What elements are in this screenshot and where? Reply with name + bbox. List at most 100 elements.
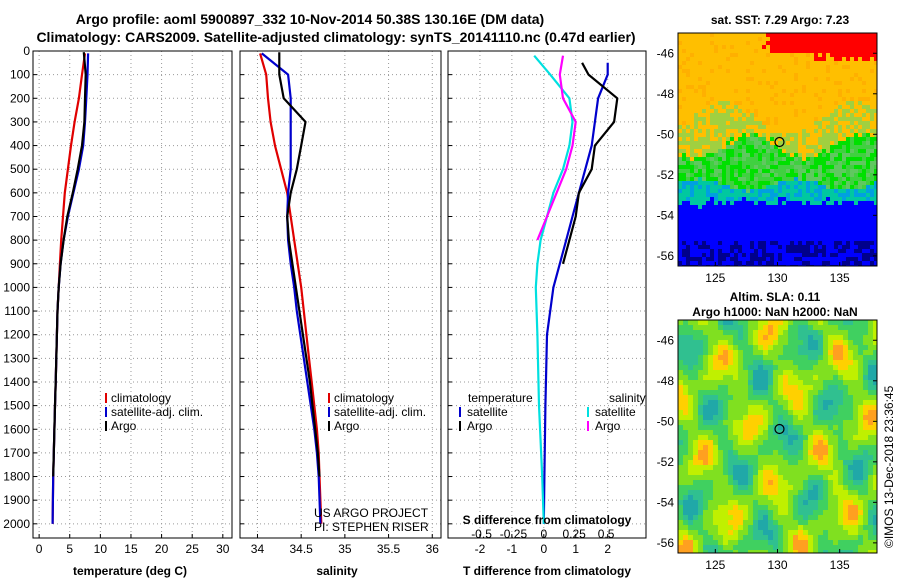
map-cell xyxy=(738,249,743,254)
project-annotation: US ARGO PROJECT xyxy=(314,506,429,520)
map-cell xyxy=(786,49,791,54)
map-cell xyxy=(863,375,869,381)
map-cell xyxy=(846,37,851,42)
map-cell xyxy=(698,185,703,190)
map-cell xyxy=(790,109,795,114)
map-cell xyxy=(794,37,799,42)
map-cell xyxy=(754,45,759,50)
map-cell xyxy=(774,185,779,190)
map-cell xyxy=(838,455,844,461)
map-cell xyxy=(806,69,811,74)
map-cell xyxy=(726,253,731,258)
map-cell xyxy=(710,229,715,234)
map-cell xyxy=(863,390,869,396)
map-cell xyxy=(698,390,704,396)
map-cell xyxy=(774,117,779,122)
map-cell xyxy=(810,101,815,106)
map-cell xyxy=(746,213,751,218)
map-cell xyxy=(850,213,855,218)
map-cell xyxy=(733,545,739,551)
map-cell xyxy=(866,245,871,250)
map-cell xyxy=(858,510,864,516)
map-cells xyxy=(678,33,877,266)
map-cell xyxy=(690,109,695,114)
map-cell xyxy=(798,69,803,74)
map-cell xyxy=(734,197,739,202)
map-cell xyxy=(722,49,727,54)
map-cell xyxy=(862,253,867,258)
map-cell xyxy=(683,535,689,541)
map-cell xyxy=(823,345,829,351)
map-cell xyxy=(790,181,795,186)
map-cell xyxy=(694,201,699,206)
map-cell xyxy=(710,113,715,118)
map-cell xyxy=(706,93,711,98)
map-cell xyxy=(798,53,803,58)
map-cell xyxy=(763,430,769,436)
map-cell xyxy=(683,525,689,531)
map-cell xyxy=(738,440,744,446)
map-cell xyxy=(778,201,783,206)
map-cell xyxy=(762,225,767,230)
map-cell xyxy=(690,69,695,74)
map-cell xyxy=(733,520,739,526)
map-cell xyxy=(786,41,791,46)
map-cell xyxy=(874,153,877,158)
map-cell xyxy=(802,117,807,122)
plot-area xyxy=(448,51,646,538)
map-cell xyxy=(838,105,843,110)
map-cell xyxy=(762,61,767,66)
map-cell xyxy=(726,213,731,218)
map-cell xyxy=(750,193,755,198)
map-cell xyxy=(682,217,687,222)
map-cell xyxy=(690,45,695,50)
map-cell xyxy=(713,460,719,466)
map-cell xyxy=(830,173,835,178)
map-cell xyxy=(798,217,803,222)
map-cell xyxy=(718,440,724,446)
map-cell xyxy=(678,137,683,142)
map-cell xyxy=(758,450,764,456)
map-cell xyxy=(714,113,719,118)
map-cell xyxy=(822,221,827,226)
map-cell xyxy=(790,197,795,202)
map-cell xyxy=(823,425,829,431)
map-cell xyxy=(702,249,707,254)
map-cell xyxy=(783,340,789,346)
map-cell xyxy=(846,121,851,126)
map-cell xyxy=(762,209,767,214)
map-cell xyxy=(806,177,811,182)
map-cell xyxy=(728,495,734,501)
map-cell xyxy=(830,193,835,198)
map-cell xyxy=(694,113,699,118)
map-cell xyxy=(682,201,687,206)
map-cell xyxy=(822,245,827,250)
map-cell xyxy=(706,185,711,190)
map-cell xyxy=(813,545,819,551)
map-cell xyxy=(733,480,739,486)
map-cell xyxy=(774,225,779,230)
map-cell xyxy=(730,237,735,242)
map-cell xyxy=(758,520,764,526)
map-cell xyxy=(762,261,767,266)
map-cell xyxy=(726,133,731,138)
map-cell xyxy=(818,81,823,86)
x-tick-label: 0 xyxy=(36,542,43,556)
map-cell xyxy=(762,213,767,218)
map-cell xyxy=(858,395,864,401)
map-cell xyxy=(808,470,814,476)
map-cell xyxy=(830,145,835,150)
map-cell xyxy=(806,73,811,78)
map-cell xyxy=(686,213,691,218)
map-cell xyxy=(706,137,711,142)
map-cell xyxy=(694,241,699,246)
map-cell xyxy=(810,45,815,50)
map-cell xyxy=(718,105,723,110)
map-cell xyxy=(794,45,799,50)
map-cell xyxy=(778,133,783,138)
map-cell xyxy=(798,350,804,356)
map-cell xyxy=(733,335,739,341)
map-cell xyxy=(683,320,689,326)
map-cell xyxy=(714,157,719,162)
map-cell xyxy=(783,360,789,366)
